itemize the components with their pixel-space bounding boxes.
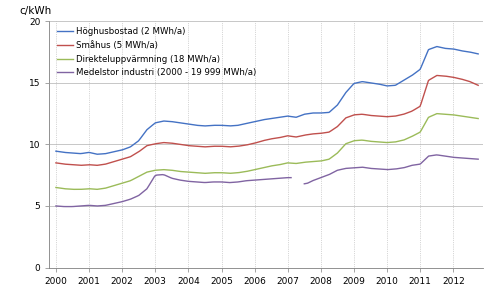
Direkteluppvärmning (18 MWh/a) — [434, 112, 440, 116]
Höghusbostad (2 MWh/a) — [359, 80, 365, 84]
Höghusbostad (2 MWh/a) — [319, 111, 325, 115]
Höghusbostad (2 MWh/a) — [361, 80, 367, 84]
Line: Medelstor industri (2000 - 19 999 MWh/a): Medelstor industri (2000 - 19 999 MWh/a) — [304, 155, 478, 184]
Höghusbostad (2 MWh/a) — [53, 149, 59, 153]
Legend: Höghusbostad (2 MWh/a), Småhus (5 MWh/a), Direkteluppvärmning (18 MWh/a), Medels: Höghusbostad (2 MWh/a), Småhus (5 MWh/a)… — [54, 24, 260, 81]
Medelstor industri (2000 - 19 999 MWh/a) — [470, 157, 476, 161]
Småhus (5 MWh/a) — [361, 113, 367, 116]
Direkteluppvärmning (18 MWh/a) — [70, 188, 76, 191]
Medelstor industri (2000 - 19 999 MWh/a) — [322, 174, 328, 178]
Medelstor industri (2000 - 19 999 MWh/a) — [367, 167, 373, 170]
Direkteluppvärmning (18 MWh/a) — [221, 171, 227, 175]
Småhus (5 MWh/a) — [221, 145, 227, 148]
Line: Höghusbostad (2 MWh/a): Höghusbostad (2 MWh/a) — [56, 47, 478, 154]
Medelstor industri (2000 - 19 999 MWh/a) — [301, 182, 307, 186]
Medelstor industri (2000 - 19 999 MWh/a) — [433, 153, 439, 157]
Höghusbostad (2 MWh/a) — [105, 151, 111, 155]
Line: Småhus (5 MWh/a): Småhus (5 MWh/a) — [56, 75, 478, 165]
Höghusbostad (2 MWh/a) — [94, 152, 100, 156]
Småhus (5 MWh/a) — [434, 74, 440, 77]
Direkteluppvärmning (18 MWh/a) — [319, 159, 325, 162]
Höghusbostad (2 MWh/a) — [221, 124, 227, 127]
Line: Direkteluppvärmning (18 MWh/a): Direkteluppvärmning (18 MWh/a) — [56, 114, 478, 189]
Text: c/kWh: c/kWh — [19, 6, 51, 16]
Småhus (5 MWh/a) — [105, 162, 111, 165]
Småhus (5 MWh/a) — [319, 131, 325, 135]
Direkteluppvärmning (18 MWh/a) — [359, 138, 365, 142]
Direkteluppvärmning (18 MWh/a) — [361, 139, 367, 142]
Småhus (5 MWh/a) — [53, 161, 59, 165]
Direkteluppvärmning (18 MWh/a) — [192, 171, 198, 174]
Direkteluppvärmning (18 MWh/a) — [105, 186, 111, 189]
Småhus (5 MWh/a) — [359, 112, 365, 116]
Direkteluppvärmning (18 MWh/a) — [475, 117, 481, 120]
Direkteluppvärmning (18 MWh/a) — [53, 186, 59, 189]
Medelstor industri (2000 - 19 999 MWh/a) — [475, 157, 481, 161]
Höghusbostad (2 MWh/a) — [434, 45, 440, 48]
Medelstor industri (2000 - 19 999 MWh/a) — [457, 156, 462, 160]
Medelstor industri (2000 - 19 999 MWh/a) — [304, 181, 310, 185]
Småhus (5 MWh/a) — [192, 144, 198, 148]
Småhus (5 MWh/a) — [94, 164, 100, 167]
Medelstor industri (2000 - 19 999 MWh/a) — [337, 168, 343, 171]
Småhus (5 MWh/a) — [475, 84, 481, 87]
Höghusbostad (2 MWh/a) — [475, 52, 481, 56]
Höghusbostad (2 MWh/a) — [192, 123, 198, 127]
